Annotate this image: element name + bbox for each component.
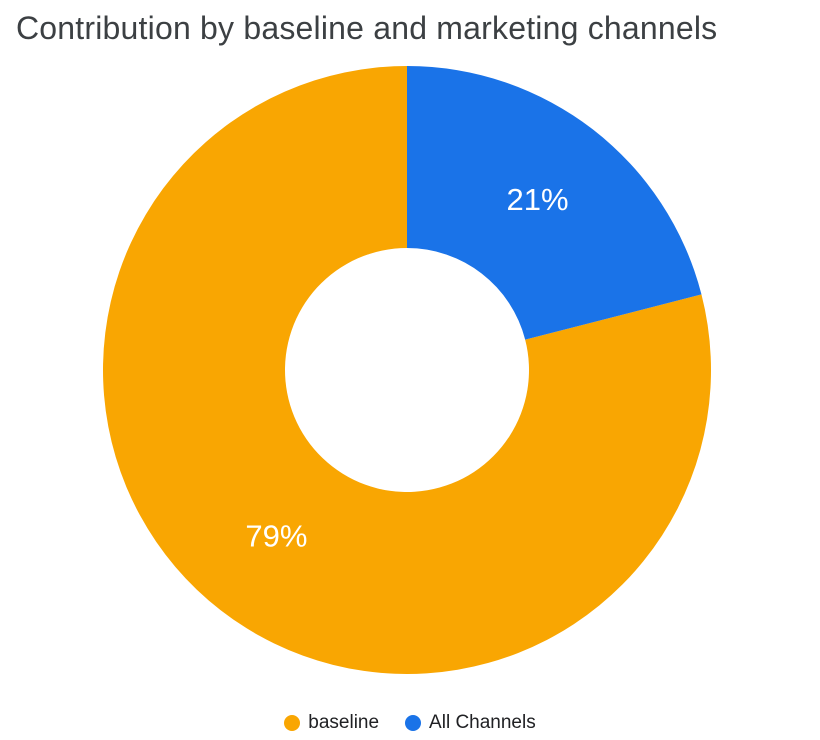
legend-item-all-channels: All Channels: [405, 712, 536, 734]
legend-label-baseline: baseline: [308, 712, 380, 733]
pie-slice-baseline[interactable]: [103, 66, 712, 674]
donut-chart: 79% 21%: [103, 66, 712, 674]
legend-label-all-channels: All Channels: [429, 712, 536, 733]
chart-title: Contribution by baseline and marketing c…: [16, 10, 718, 46]
legend-dot-baseline: [284, 715, 301, 731]
donut-chart-area: 79% 21%: [0, 62, 820, 684]
legend-item-baseline: baseline: [284, 712, 379, 734]
legend-dot-all-channels: [405, 715, 422, 731]
slice-label-baseline: 79%: [245, 518, 307, 553]
pie-slice-all-channels[interactable]: [407, 66, 702, 340]
chart-legend: baseline All Channels: [0, 712, 820, 734]
slice-label-all-channels: 21%: [507, 182, 569, 217]
